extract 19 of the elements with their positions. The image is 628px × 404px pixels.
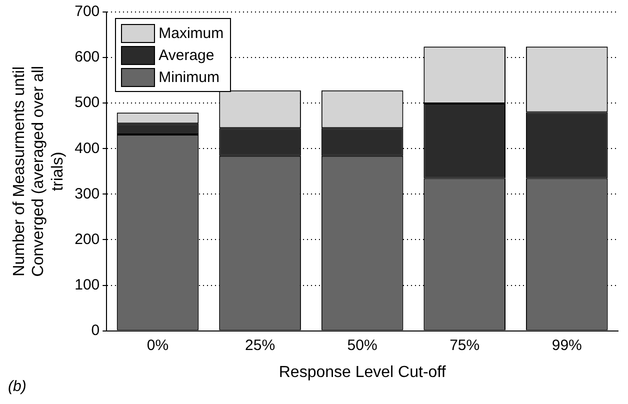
legend-label: Average bbox=[158, 46, 214, 64]
y-tick-label: 400 bbox=[74, 140, 100, 157]
text: (b) bbox=[8, 378, 26, 395]
y-tick-label: 600 bbox=[74, 48, 100, 66]
y-tick-label: 500 bbox=[74, 94, 100, 112]
y-tick-label: 700 bbox=[74, 3, 100, 20]
y-tick-label: 0 bbox=[91, 322, 100, 339]
x-tick-label: 99% bbox=[552, 336, 582, 354]
x-tick-label: 0% bbox=[146, 336, 169, 354]
y-tick-label: 300 bbox=[74, 185, 100, 202]
x-axis-title: Response Level Cut-off bbox=[278, 364, 446, 381]
legend-label: Maximum bbox=[158, 24, 224, 42]
x-tick-label: 25% bbox=[245, 336, 276, 354]
y-axis-title: Number of Measurments until Converged (averaged over all trials) bbox=[11, 66, 66, 277]
legend-label: Minimum bbox=[158, 68, 220, 86]
y-tick-label: 100 bbox=[74, 276, 100, 294]
x-tick-label: 75% bbox=[450, 336, 480, 354]
y-tick-label: 200 bbox=[74, 230, 100, 248]
x-tick-label: 50% bbox=[347, 336, 378, 354]
